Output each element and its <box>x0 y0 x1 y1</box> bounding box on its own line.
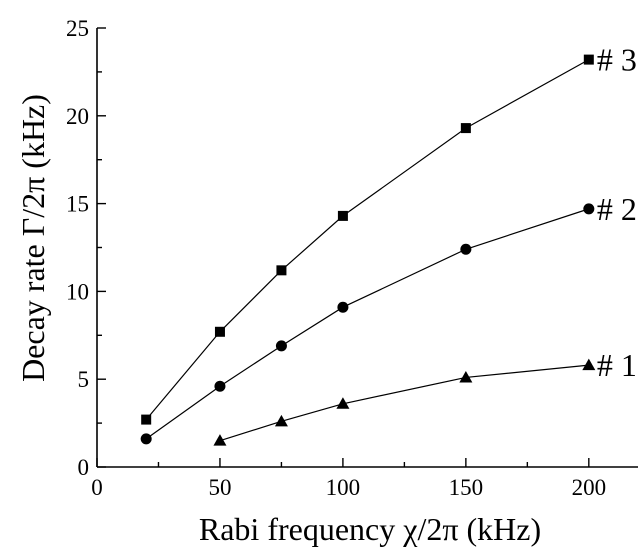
data-point-triangle <box>582 358 596 371</box>
data-point-square <box>337 210 348 221</box>
x-tick-label: 150 <box>449 475 484 500</box>
data-point-triangle <box>213 434 227 446</box>
x-axis-label: Rabi frequency χ/2π (kHz) <box>199 511 541 547</box>
series-line-3 <box>219 364 589 442</box>
data-point-triangle <box>336 397 350 409</box>
data-point-square <box>141 414 152 425</box>
data-point-square <box>276 265 287 276</box>
x-tick-label: 0 <box>91 475 103 500</box>
y-tick-label: 5 <box>78 367 90 392</box>
plot-area: 0 50 100 150 200 0 5 10 15 20 25 # 3 # 2 # 1 <box>66 16 638 500</box>
data-point-circle <box>140 433 152 445</box>
y-tick-label: 10 <box>66 279 89 304</box>
series-line-2 <box>145 208 590 440</box>
data-point-square <box>583 54 594 65</box>
x-tick-label: 50 <box>208 475 231 500</box>
series-line-1 <box>145 59 590 420</box>
data-point-square <box>460 123 471 134</box>
data-point-triangle <box>274 414 288 427</box>
y-tick-label: 0 <box>78 455 90 480</box>
data-point-square <box>214 326 225 337</box>
data-point-circle <box>214 380 226 392</box>
y-tick-label: 25 <box>66 16 89 41</box>
data-point-circle <box>275 340 287 352</box>
series-label-3: # 1 <box>597 347 637 383</box>
data-point-circle <box>460 243 472 255</box>
y-tick-label: 15 <box>66 192 89 217</box>
series-label-1: # 3 <box>597 42 637 78</box>
y-tick-label: 20 <box>66 104 89 129</box>
data-point-triangle <box>459 370 473 383</box>
y-axis-label: Decay rate Γ/2π (kHz) <box>15 94 51 382</box>
series-label-2: # 2 <box>597 191 637 227</box>
data-point-circle <box>583 203 595 215</box>
x-tick-label: 100 <box>326 475 361 500</box>
x-tick-label: 200 <box>572 475 607 500</box>
data-point-circle <box>337 301 349 313</box>
